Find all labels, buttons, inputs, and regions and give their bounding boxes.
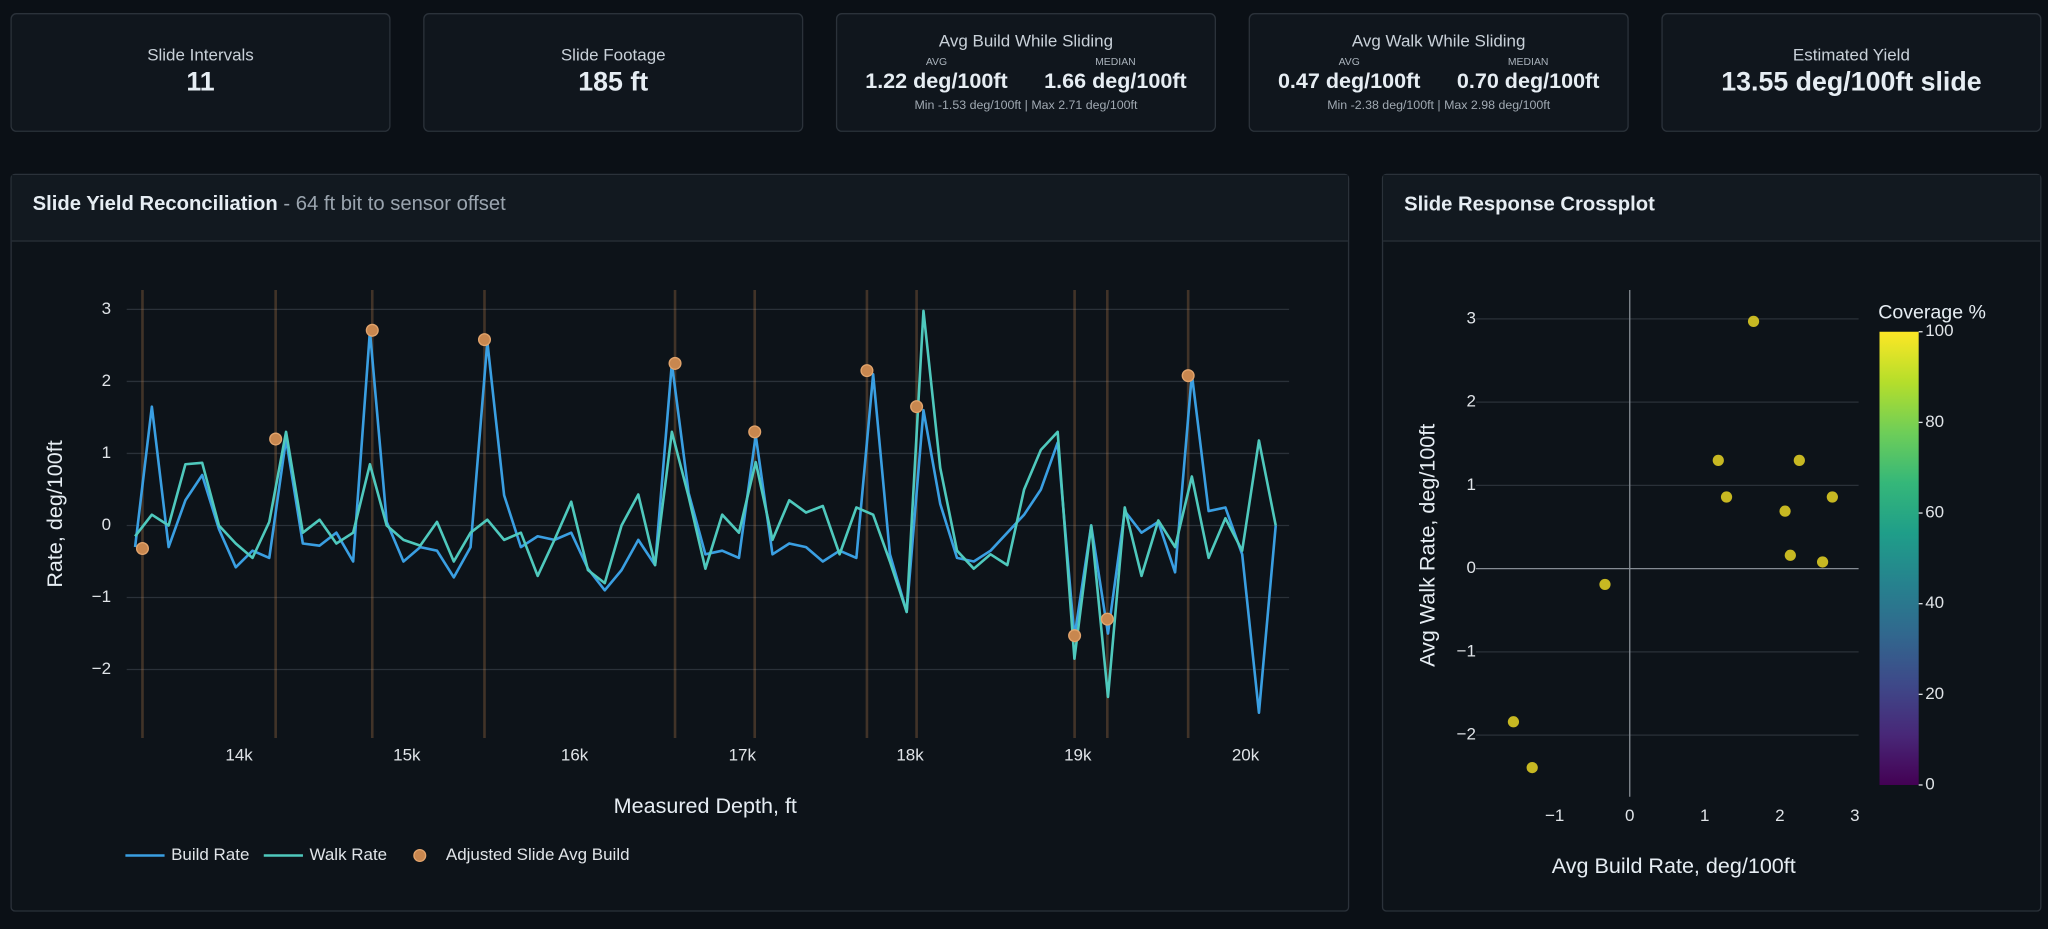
y-tick-label: 2: [102, 371, 111, 390]
kpi-label: Slide Intervals: [147, 46, 254, 65]
kpi-range: Min -1.53 deg/100ft | Max 2.71 deg/100ft: [914, 98, 1138, 112]
y-tick-label: 0: [102, 515, 111, 534]
legend-label: Build Rate: [171, 845, 249, 864]
kpi-card: [835, 13, 1216, 132]
marker: [748, 425, 762, 439]
kpi-value: 185 ft: [578, 67, 648, 97]
x-tick-label: −1: [1545, 806, 1564, 825]
point: [1816, 556, 1829, 568]
x-tick-label: 2: [1775, 806, 1784, 825]
kpi-sublabel: MEDIAN: [1508, 57, 1549, 68]
colorbar-tick-label: 80: [1925, 412, 1944, 431]
y-tick-label: −1: [1457, 641, 1476, 660]
point: [1779, 505, 1791, 517]
colorbar-tick-label: 20: [1925, 684, 1944, 703]
marker: [860, 364, 874, 378]
marker: [269, 432, 283, 446]
subtitle: - 64 ft bit to sensor offset: [283, 193, 506, 215]
marker: [1181, 369, 1195, 383]
kpi-value: 0.70 deg/100ft: [1457, 68, 1600, 93]
kpi-value: 1.22 deg/100ft: [865, 68, 1008, 93]
kpi-sublabel: MEDIAN: [1095, 57, 1136, 68]
y-tick-label: 1: [102, 443, 111, 462]
y-tick-label: 3: [1466, 308, 1475, 327]
kpi-label: Estimated Yield: [1793, 46, 1910, 65]
point: [1747, 315, 1760, 327]
line-chart: −2 −1 0 1 2 3 14k 15k 16k 17k 18k 19k 20k Measured De…: [42, 289, 1290, 864]
panel: [1381, 173, 2042, 912]
x-axis-label: Measured Depth, ft: [614, 793, 797, 818]
y-tick-label: −1: [92, 587, 111, 606]
panel-title: Slide Yield Reconciliation - 64 ft bit t…: [33, 193, 506, 215]
x-tick-label: 14k: [225, 746, 253, 765]
y-axis-label: Avg Walk Rate, deg/100ft: [1415, 424, 1440, 667]
kpi-card: [423, 13, 804, 132]
point: [1599, 578, 1611, 591]
kpi-card: [1661, 13, 2042, 132]
y-tick-label: 2: [1466, 392, 1475, 411]
x-tick-label: 3: [1850, 806, 1859, 825]
x-tick-label: 17k: [729, 746, 757, 765]
point: [1526, 761, 1538, 774]
point: [1826, 491, 1838, 503]
kpi-value: 1.66 deg/100ft: [1044, 68, 1187, 93]
x-tick-label: 15k: [393, 746, 421, 765]
kpi-sublabel: AVG: [1339, 57, 1360, 68]
x-tick-label: 16k: [561, 746, 589, 765]
marker: [135, 541, 149, 556]
colorbar-tick-label: 60: [1925, 503, 1944, 522]
scatter-chart: −2 −1 0 1 2 3 −1 0 1 2 3 Avg Build Rate, deg/100ft A…: [1415, 289, 1986, 878]
colorbar-title: Coverage %: [1878, 302, 1986, 324]
y-tick-label: −2: [1457, 725, 1476, 744]
colorbar-tick-label: 100: [1925, 321, 1953, 340]
x-tick-label: 20k: [1232, 746, 1260, 765]
x-tick-label: 18k: [896, 746, 924, 765]
legend-label: Walk Rate: [309, 845, 387, 864]
x-axis-label: Avg Build Rate, deg/100ft: [1552, 853, 1796, 878]
marker: [1068, 629, 1082, 643]
kpi-label: Avg Build While Sliding: [939, 31, 1113, 50]
kpi-range: Min -2.38 deg/100ft | Max 2.98 deg/100ft: [1327, 98, 1551, 112]
y-tick-label: 1: [1466, 475, 1475, 494]
point: [1784, 549, 1796, 561]
y-tick-label: −2: [92, 659, 111, 678]
point: [1720, 491, 1733, 503]
kpi-label: Slide Footage: [561, 46, 666, 65]
x-tick-label: 1: [1700, 806, 1709, 825]
marker: [365, 323, 379, 337]
kpi-value: 13.55 deg/100ft slide: [1721, 67, 1981, 97]
legend-label: Adjusted Slide Avg Build: [446, 845, 630, 864]
marker: [477, 333, 492, 347]
x-tick-label: 0: [1625, 806, 1634, 825]
marker: [1100, 612, 1114, 626]
y-tick-label: 3: [102, 299, 111, 318]
x-tick-label: 19k: [1064, 746, 1092, 765]
point: [1712, 454, 1724, 466]
data-line: [134, 309, 1278, 699]
panel-header: [11, 175, 1348, 241]
kpi-card: [1248, 13, 1629, 132]
colorbar-tick-label: 0: [1925, 774, 1934, 793]
kpi-card: [10, 13, 391, 132]
panel: [10, 173, 1350, 912]
y-axis-label: Rate, deg/100ft: [42, 440, 67, 587]
kpi-value: 11: [186, 67, 214, 97]
kpi-sublabel: AVG: [926, 57, 947, 68]
colorbar-tick-label: 40: [1925, 593, 1944, 612]
title: Slide Yield Reconciliation: [33, 193, 278, 215]
colorbar: [1879, 331, 1919, 785]
legend-marker: [413, 848, 427, 863]
marker: [910, 400, 924, 414]
marker: [668, 356, 682, 370]
point: [1793, 454, 1805, 466]
y-tick-label: 0: [1466, 558, 1475, 577]
kpi-label: Avg Walk While Sliding: [1352, 31, 1526, 50]
point: [1507, 716, 1520, 728]
panel-header: [1383, 175, 2041, 241]
panel-title: Slide Response Crossplot: [1404, 193, 1655, 215]
kpi-value: 0.47 deg/100ft: [1278, 68, 1421, 93]
